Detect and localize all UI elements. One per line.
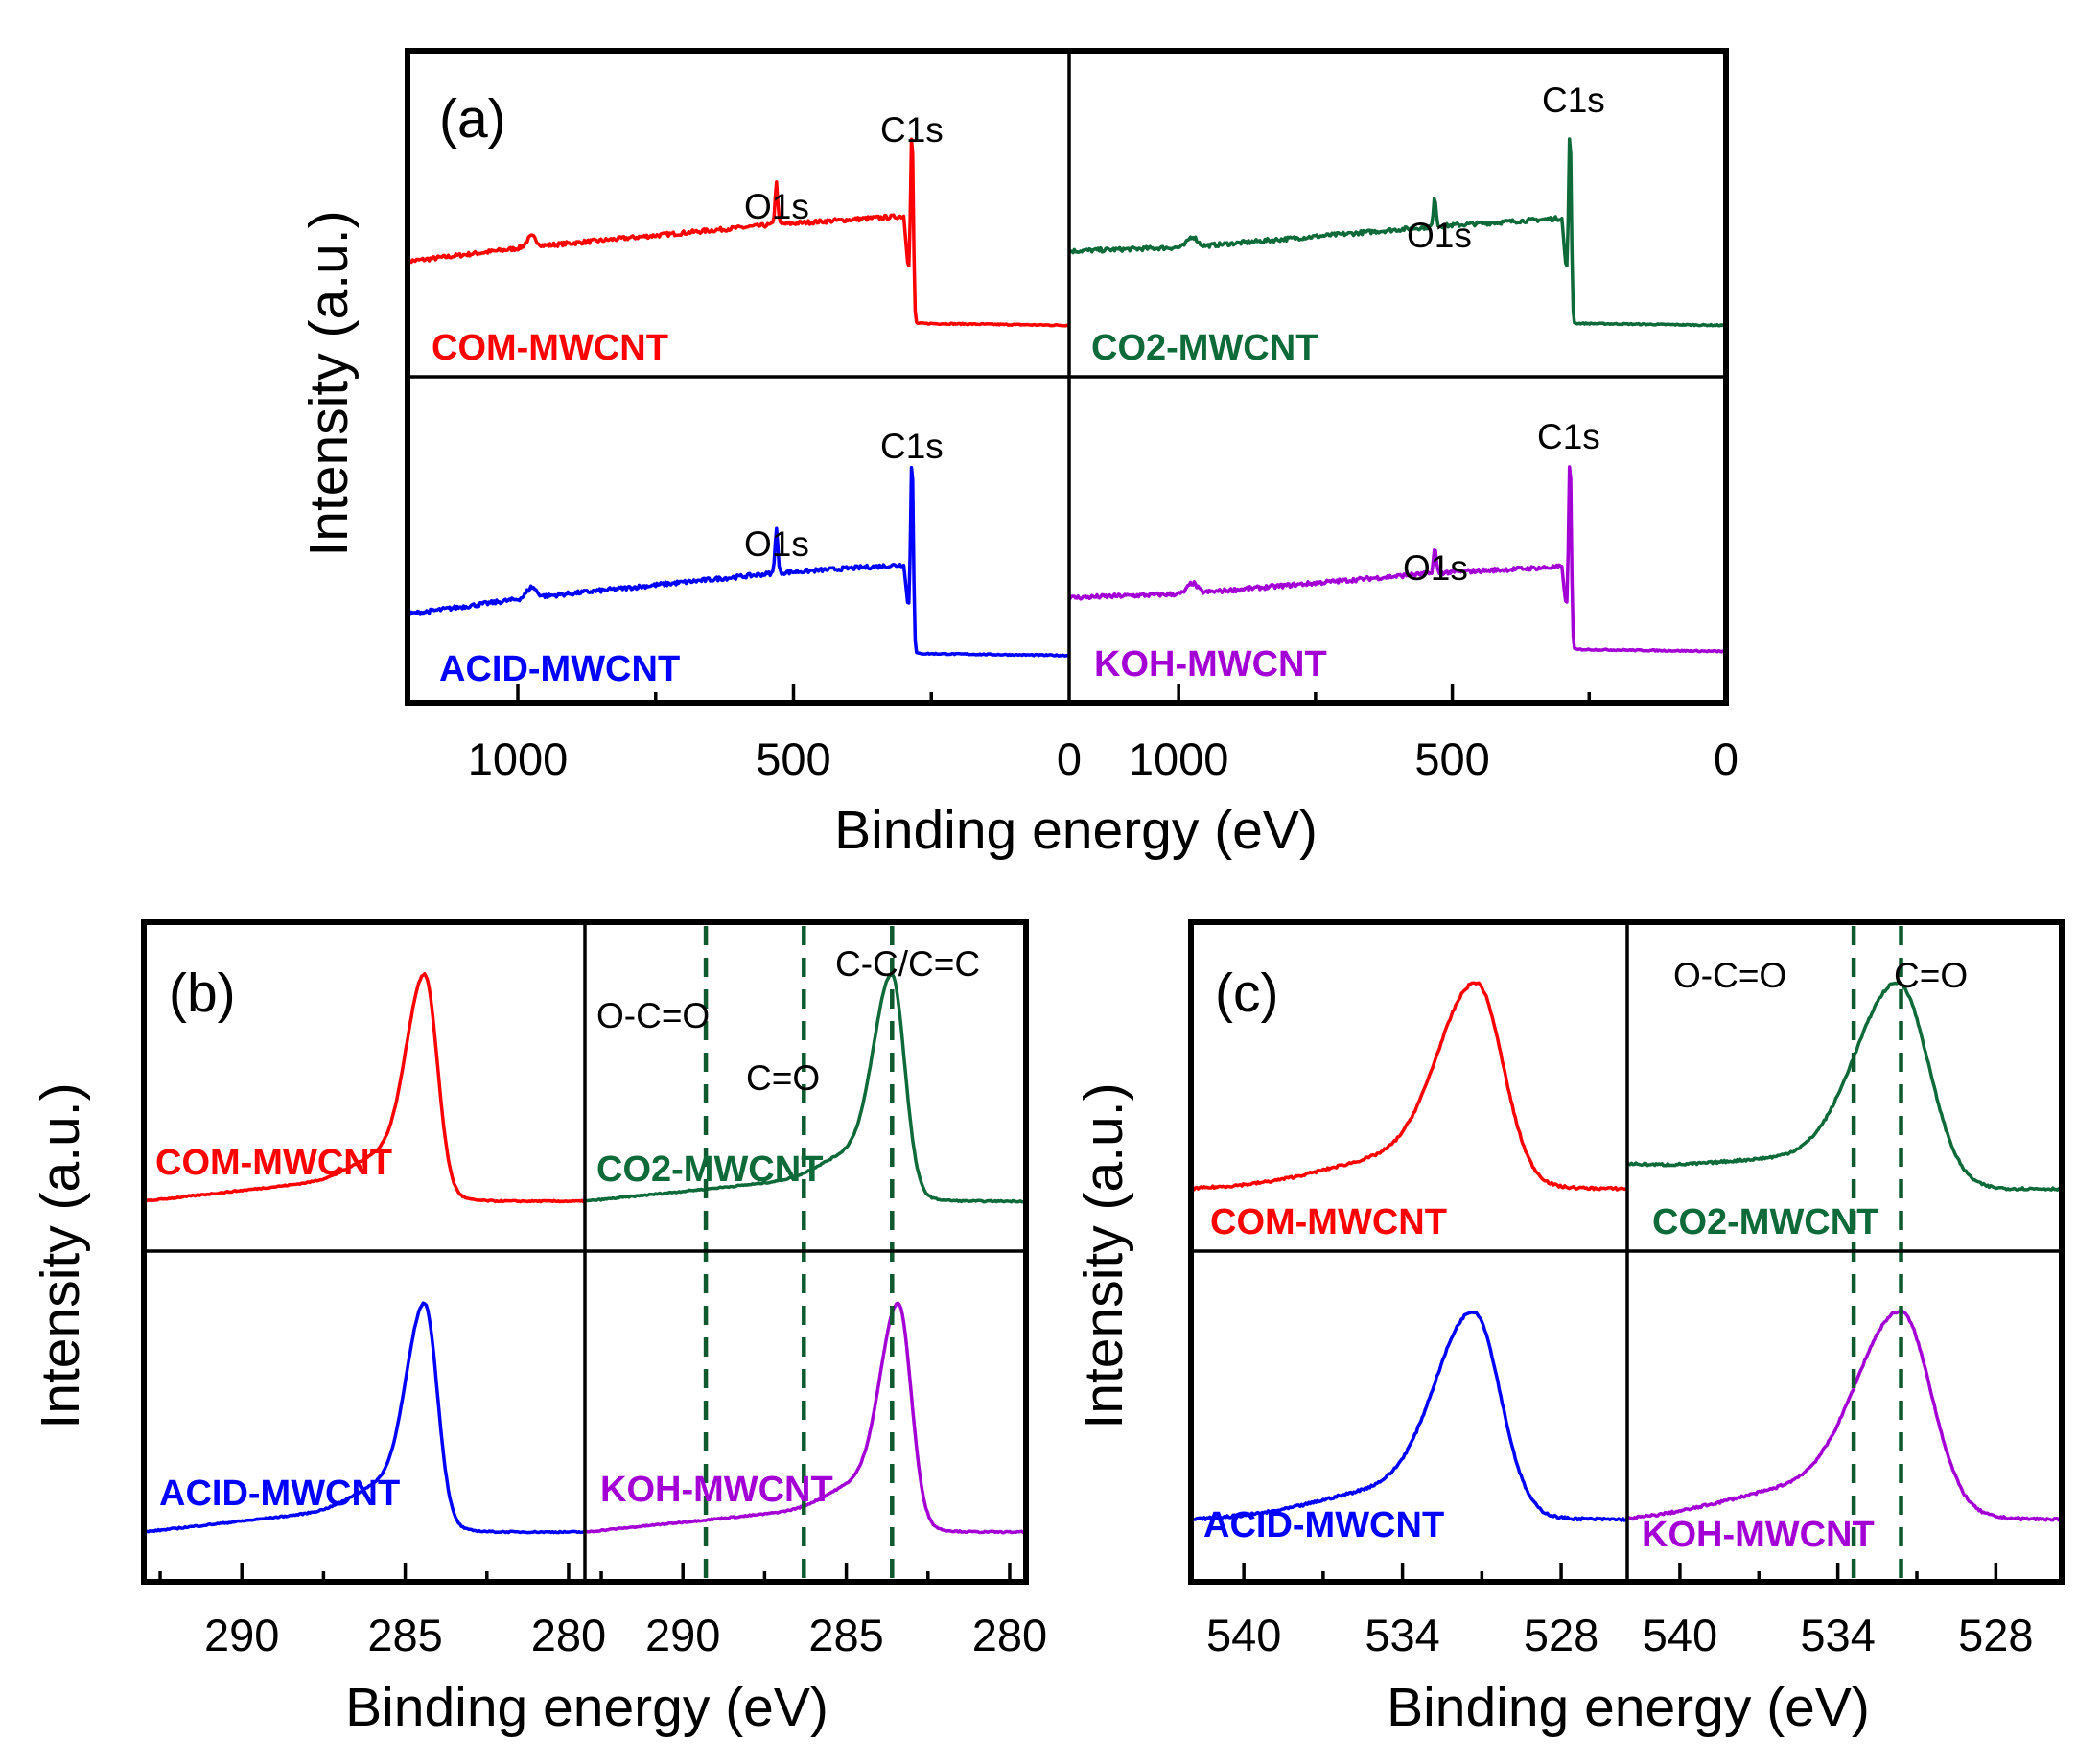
x-tick-label: 290 bbox=[645, 1610, 720, 1660]
x-tick-label: 0 bbox=[1714, 733, 1738, 784]
x-tick-label: 528 bbox=[1524, 1610, 1598, 1660]
a-com-sample-label: COM-MWCNT bbox=[432, 328, 668, 368]
panel-c-curves bbox=[1189, 980, 2064, 1522]
a-co2-sample-label: CO2-MWCNT bbox=[1091, 328, 1318, 368]
c-ref-label-c-o: C=O bbox=[1894, 956, 1968, 995]
b-curve-acid-mwcnt bbox=[143, 1301, 586, 1535]
x-tick-label: 285 bbox=[367, 1610, 442, 1660]
panel-a-x-axis-label: Binding energy (eV) bbox=[834, 800, 1318, 861]
c-com-sample-label: COM-MWCNT bbox=[1210, 1202, 1447, 1242]
c-curve-koh-mwcnt bbox=[1626, 1309, 2064, 1522]
x-tick-label: 1000 bbox=[1129, 733, 1229, 784]
panel-b-x-axis-label: Binding energy (eV) bbox=[345, 1677, 828, 1738]
c-co2-sample-label: CO2-MWCNT bbox=[1652, 1202, 1878, 1242]
panel-a-letter: (a) bbox=[439, 88, 506, 150]
x-tick-label: 1000 bbox=[468, 733, 569, 784]
a-koh-sample-label: KOH-MWCNT bbox=[1094, 644, 1327, 685]
panel-a-curves bbox=[406, 137, 1727, 658]
x-tick-label: 500 bbox=[756, 733, 830, 784]
x-tick-label: 540 bbox=[1643, 1610, 1717, 1660]
x-tick-label: 528 bbox=[1958, 1610, 2033, 1660]
panel-b-c1s-spectra: 290 285 280 290 285 280 (b) Intensity (a.u.) … bbox=[30, 919, 1047, 1738]
a-acid-o1s-label: O1s bbox=[744, 524, 809, 564]
x-tick-label: 0 bbox=[1057, 733, 1082, 784]
panel-c-o1s-spectra: 540 534 528 540 534 528 (c) Intensity (a.u.) … bbox=[1073, 919, 2065, 1738]
x-tick-label: 285 bbox=[808, 1610, 883, 1660]
panel-a-ticks: 1000 500 0 1000 500 0 bbox=[468, 684, 1738, 784]
b-curve-com-mwcnt bbox=[143, 972, 586, 1204]
c-curve-co2-mwcnt bbox=[1626, 980, 2064, 1192]
panel-c-ticks: 540 534 528 540 534 528 bbox=[1206, 1563, 2034, 1660]
a-com-c1s-label: C1s bbox=[880, 110, 944, 150]
a-com-o1s-label: O1s bbox=[744, 187, 809, 226]
panel-b-y-axis-label: Intensity (a.u.) bbox=[30, 1082, 91, 1428]
a-acid-sample-label: ACID-MWCNT bbox=[439, 649, 680, 689]
panel-c-y-axis-label: Intensity (a.u.) bbox=[1073, 1082, 1134, 1428]
panel-b-ticks: 290 285 280 290 285 280 bbox=[158, 1563, 1047, 1660]
a-co2-o1s-label: O1s bbox=[1407, 216, 1472, 255]
a-koh-o1s-label: O1s bbox=[1403, 548, 1468, 588]
x-tick-label: 534 bbox=[1365, 1610, 1439, 1660]
panel-a-survey-spectra: 1000 500 0 1000 500 0 (a) Intensity (a.u.) Bi… bbox=[298, 48, 1738, 861]
c-acid-sample-label: ACID-MWCNT bbox=[1203, 1505, 1444, 1545]
panel-c-letter: (c) bbox=[1215, 963, 1278, 1024]
x-tick-label: 540 bbox=[1206, 1610, 1281, 1660]
c-curve-com-mwcnt bbox=[1189, 981, 1628, 1192]
panel-b-letter: (b) bbox=[169, 963, 236, 1024]
a-acid-c1s-label: C1s bbox=[880, 427, 944, 466]
a-curve-co2-mwcnt bbox=[1067, 137, 1727, 328]
b-curve-co2-mwcnt bbox=[584, 972, 1027, 1204]
x-tick-label: 280 bbox=[972, 1610, 1047, 1660]
b-com-sample-label: COM-MWCNT bbox=[155, 1143, 392, 1183]
x-tick-label: 534 bbox=[1800, 1610, 1875, 1660]
b-acid-sample-label: ACID-MWCNT bbox=[159, 1474, 400, 1514]
panel-c-x-axis-label: Binding energy (eV) bbox=[1387, 1677, 1870, 1738]
panel-a-y-axis-label: Intensity (a.u.) bbox=[298, 210, 360, 556]
b-koh-sample-label: KOH-MWCNT bbox=[600, 1470, 833, 1510]
a-curve-acid-mwcnt bbox=[406, 465, 1070, 658]
a-co2-c1s-label: C1s bbox=[1542, 81, 1605, 120]
x-tick-label: 290 bbox=[204, 1610, 279, 1660]
c-curve-acid-mwcnt bbox=[1189, 1311, 1628, 1522]
a-curve-koh-mwcnt bbox=[1067, 465, 1727, 654]
a-curve-com-mwcnt bbox=[406, 137, 1070, 328]
x-tick-label: 500 bbox=[1414, 733, 1489, 784]
b-co2-sample-label: CO2-MWCNT bbox=[596, 1149, 823, 1190]
a-koh-c1s-label: C1s bbox=[1537, 417, 1600, 456]
c-ref-label-o-c-o: O-C=O bbox=[1673, 956, 1786, 995]
b-ref-label-c-c: C-C/C=C bbox=[835, 944, 980, 984]
c-koh-sample-label: KOH-MWCNT bbox=[1642, 1515, 1875, 1555]
x-tick-label: 280 bbox=[531, 1610, 606, 1660]
b-ref-label-o-c-o: O-C=O bbox=[596, 996, 710, 1035]
b-ref-label-c-o: C=O bbox=[746, 1058, 820, 1098]
